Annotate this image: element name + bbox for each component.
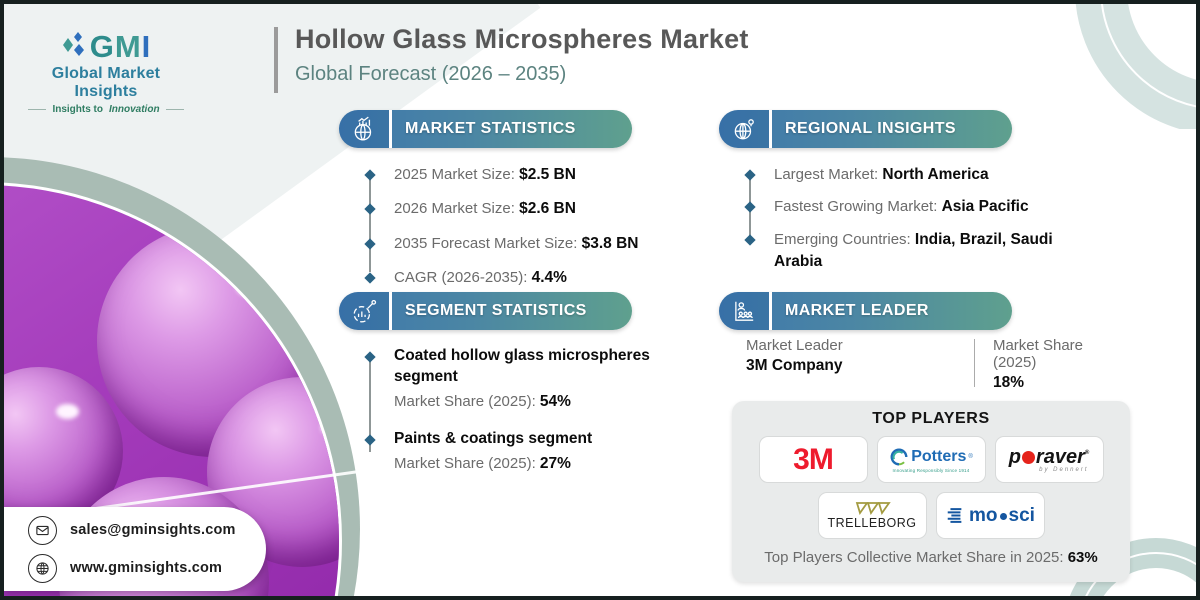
gmi-wordmark: GMI [89,28,152,64]
diamond-bullet [744,201,756,214]
potters-swirl-icon [890,448,908,465]
segment-statistics-header: SEGMENT STATISTICS [339,292,632,330]
timeline-line [369,360,371,452]
diamond-bullet [744,234,756,246]
top-players-heading: TOP PLAYERS [872,410,990,427]
diamond-bullet [364,434,376,446]
vertical-divider [974,339,975,387]
section-heading: MARKET LEADER [785,302,929,319]
list-item: 2026 Market Size: $2.6 BN [364,198,664,220]
diamond-bullet [364,203,376,216]
segment-statistics-list: Coated hollow glass microspheres segment… [364,346,670,492]
market-leader-header: MARKET LEADER [719,292,1012,330]
contact-website: www.gminsights.com [70,560,223,576]
regional-insights-header: REGIONAL INSIGHTS [719,110,1012,148]
logo-tagline: Insights to Innovation [20,104,192,115]
diamond-bullet [744,169,756,181]
pill-separator [769,110,772,148]
globe-chart-icon [339,110,389,148]
gmi-diamonds-icon [62,32,84,56]
market-statistics-header: MARKET STATISTICS [339,110,632,148]
envelope-icon [28,515,57,545]
leader-podium-icon [719,292,769,330]
gmi-logo: GMI Global Market Insights Insights to In… [20,30,192,115]
list-item: Paints & coatings segment Market Share (… [364,429,670,475]
pill-separator [389,292,392,330]
market-leader-label: Market Leader [746,337,843,354]
market-leader-detail: Market Leader 3M Company Market Share (2… [746,337,1126,392]
globe-icon [28,553,57,583]
globe-pin-icon [719,110,769,148]
pie-segment-icon [339,292,389,330]
contact-website-link[interactable]: www.gminsights.com [28,553,266,583]
trelleborg-mark-icon [855,502,891,515]
diamond-bullet [364,351,376,363]
3m-logo: 3M [793,442,834,476]
poraver-logo: p raver ® [1008,445,1090,468]
top-players-panel: TOP PLAYERS 3M Potters ® Innovating Resp… [732,401,1130,582]
page-title: Hollow Glass Microspheres Market [295,24,749,54]
logo-card-potters: Potters ® Innovating Responsibly Since 1… [876,436,986,483]
section-heading: MARKET STATISTICS [405,120,576,137]
bottom-right-ring-decoration [1069,538,1196,596]
logo-card-3m: 3M [758,436,868,483]
poraver-subtext: by Dennert [1039,466,1089,473]
list-item: 2025 Market Size: $2.5 BN [364,164,664,186]
regional-insights-list: Largest Market: North America Fastest Gr… [744,164,1080,284]
section-heading: REGIONAL INSIGHTS [785,120,956,137]
market-statistics-list: 2025 Market Size: $2.5 BN 2026 Market Si… [364,164,664,302]
list-item: CAGR (2026-2035): 4.4% [364,267,664,289]
diamond-bullet [364,272,376,285]
mosci-dot [999,513,1007,520]
mosci-logo: mo sci [969,505,1035,526]
potters-logo: Potters [911,447,967,465]
pill-separator [389,110,392,148]
potters-tagline: Innovating Responsibly Since 1914 [892,467,970,473]
top-right-ring-decoration [1075,4,1196,129]
logo-card-poraver: p raver ® by Dennert [994,436,1104,483]
contact-panel: sales@gminsights.com www.gminsights.com [4,507,266,591]
mosci-lines-icon [947,507,962,523]
logo-company-name: Global Market Insights [51,65,161,100]
poraver-red-dot [1021,451,1035,464]
section-heading: SEGMENT STATISTICS [405,302,587,319]
pill-separator [769,292,772,330]
trelleborg-logo: TRELLEBORG [827,516,917,530]
page-subtitle: Global Forecast (2026 – 2035) [295,63,567,85]
list-item: Coated hollow glass microspheres segment… [364,346,670,413]
logo-card-mosci: mo sci [935,492,1045,539]
market-leader-name: 3M Company [746,357,843,374]
diamond-bullet [364,238,376,250]
market-share-label: Market Share (2025) [992,337,1084,371]
list-item: Largest Market: North America [744,164,1080,186]
contact-email: sales@gminsights.com [70,522,236,538]
title-block: Hollow Glass Microspheres Market Global … [274,24,749,93]
list-item: Emerging Countries: India, Brazil, Saudi… [744,229,1080,274]
diamond-bullet [364,169,376,181]
market-share-value: 18% [992,374,1024,391]
contact-email-link[interactable]: sales@gminsights.com [28,515,266,545]
timeline-line [369,178,371,272]
list-item: Fastest Growing Market: Asia Pacific [744,196,1080,218]
top-players-footer: Top Players Collective Market Share in 2… [764,549,1098,566]
title-accent-bar [274,27,278,93]
list-item: 2035 Forecast Market Size: $3.8 BN [364,233,664,255]
logo-card-trelleborg: TRELLEBORG [817,492,927,539]
